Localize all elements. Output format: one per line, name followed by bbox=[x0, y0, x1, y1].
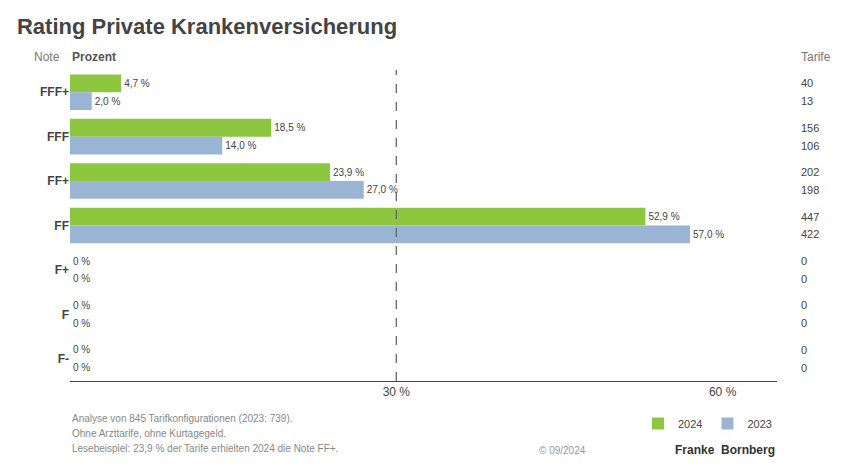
svg-text:0 %: 0 % bbox=[73, 344, 90, 355]
svg-text:F-: F- bbox=[58, 352, 69, 366]
svg-text:F: F bbox=[62, 308, 69, 322]
svg-text:Rating Private Krankenversiche: Rating Private Krankenversicherung bbox=[17, 14, 397, 39]
svg-text:30 %: 30 % bbox=[383, 385, 411, 399]
svg-text:Tarife: Tarife bbox=[801, 50, 831, 64]
svg-text:0 %: 0 % bbox=[73, 362, 90, 373]
svg-text:156: 156 bbox=[801, 122, 819, 134]
svg-text:198: 198 bbox=[801, 184, 819, 196]
svg-text:2024: 2024 bbox=[678, 418, 702, 430]
svg-text:FFF+: FFF+ bbox=[40, 85, 69, 99]
svg-text:Prozent: Prozent bbox=[72, 50, 116, 64]
svg-text:27,0 %: 27,0 % bbox=[367, 184, 398, 195]
svg-text:0: 0 bbox=[801, 299, 807, 311]
svg-text:Lesebeispiel: 23,9 % der Tarif: Lesebeispiel: 23,9 % der Tarife erhielte… bbox=[72, 443, 338, 454]
svg-text:FF+: FF+ bbox=[47, 174, 69, 188]
svg-text:23,9 %: 23,9 % bbox=[333, 167, 364, 178]
svg-text:Ohne Arzttarife, ohne Kurtageg: Ohne Arzttarife, ohne Kurtagegeld. bbox=[72, 428, 226, 439]
svg-text:0: 0 bbox=[801, 317, 807, 329]
svg-text:202: 202 bbox=[801, 166, 819, 178]
svg-text:2023: 2023 bbox=[747, 418, 771, 430]
svg-text:106: 106 bbox=[801, 140, 819, 152]
svg-text:FFF: FFF bbox=[47, 130, 69, 144]
svg-text:0: 0 bbox=[801, 273, 807, 285]
svg-text:0 %: 0 % bbox=[73, 300, 90, 311]
svg-text:4,7 %: 4,7 % bbox=[124, 78, 150, 89]
svg-text:14,0 %: 14,0 % bbox=[225, 140, 256, 151]
svg-text:52,9 %: 52,9 % bbox=[648, 211, 679, 222]
svg-text:0: 0 bbox=[801, 255, 807, 267]
svg-text:447: 447 bbox=[801, 211, 819, 223]
svg-text:FF: FF bbox=[54, 219, 69, 233]
svg-text:Analyse von 845 Tarifkonfigura: Analyse von 845 Tarifkonfigurationen (20… bbox=[72, 413, 293, 424]
svg-text:57,0 %: 57,0 % bbox=[693, 229, 724, 240]
svg-text:422: 422 bbox=[801, 228, 819, 240]
svg-text:40: 40 bbox=[801, 77, 813, 89]
svg-text:0 %: 0 % bbox=[73, 273, 90, 284]
svg-text:Note: Note bbox=[34, 50, 60, 64]
svg-text:2,0 %: 2,0 % bbox=[95, 96, 121, 107]
svg-text:13: 13 bbox=[801, 95, 813, 107]
svg-text:© 09/2024: © 09/2024 bbox=[539, 445, 586, 456]
svg-text:60 %: 60 % bbox=[709, 385, 737, 399]
svg-text:Franke Bornberg: Franke Bornberg bbox=[675, 443, 775, 457]
svg-text:F+: F+ bbox=[55, 263, 69, 277]
svg-text:0 %: 0 % bbox=[73, 256, 90, 267]
svg-text:0 %: 0 % bbox=[73, 318, 90, 329]
svg-text:0: 0 bbox=[801, 344, 807, 356]
svg-text:0: 0 bbox=[801, 362, 807, 374]
svg-text:18,5 %: 18,5 % bbox=[274, 122, 305, 133]
